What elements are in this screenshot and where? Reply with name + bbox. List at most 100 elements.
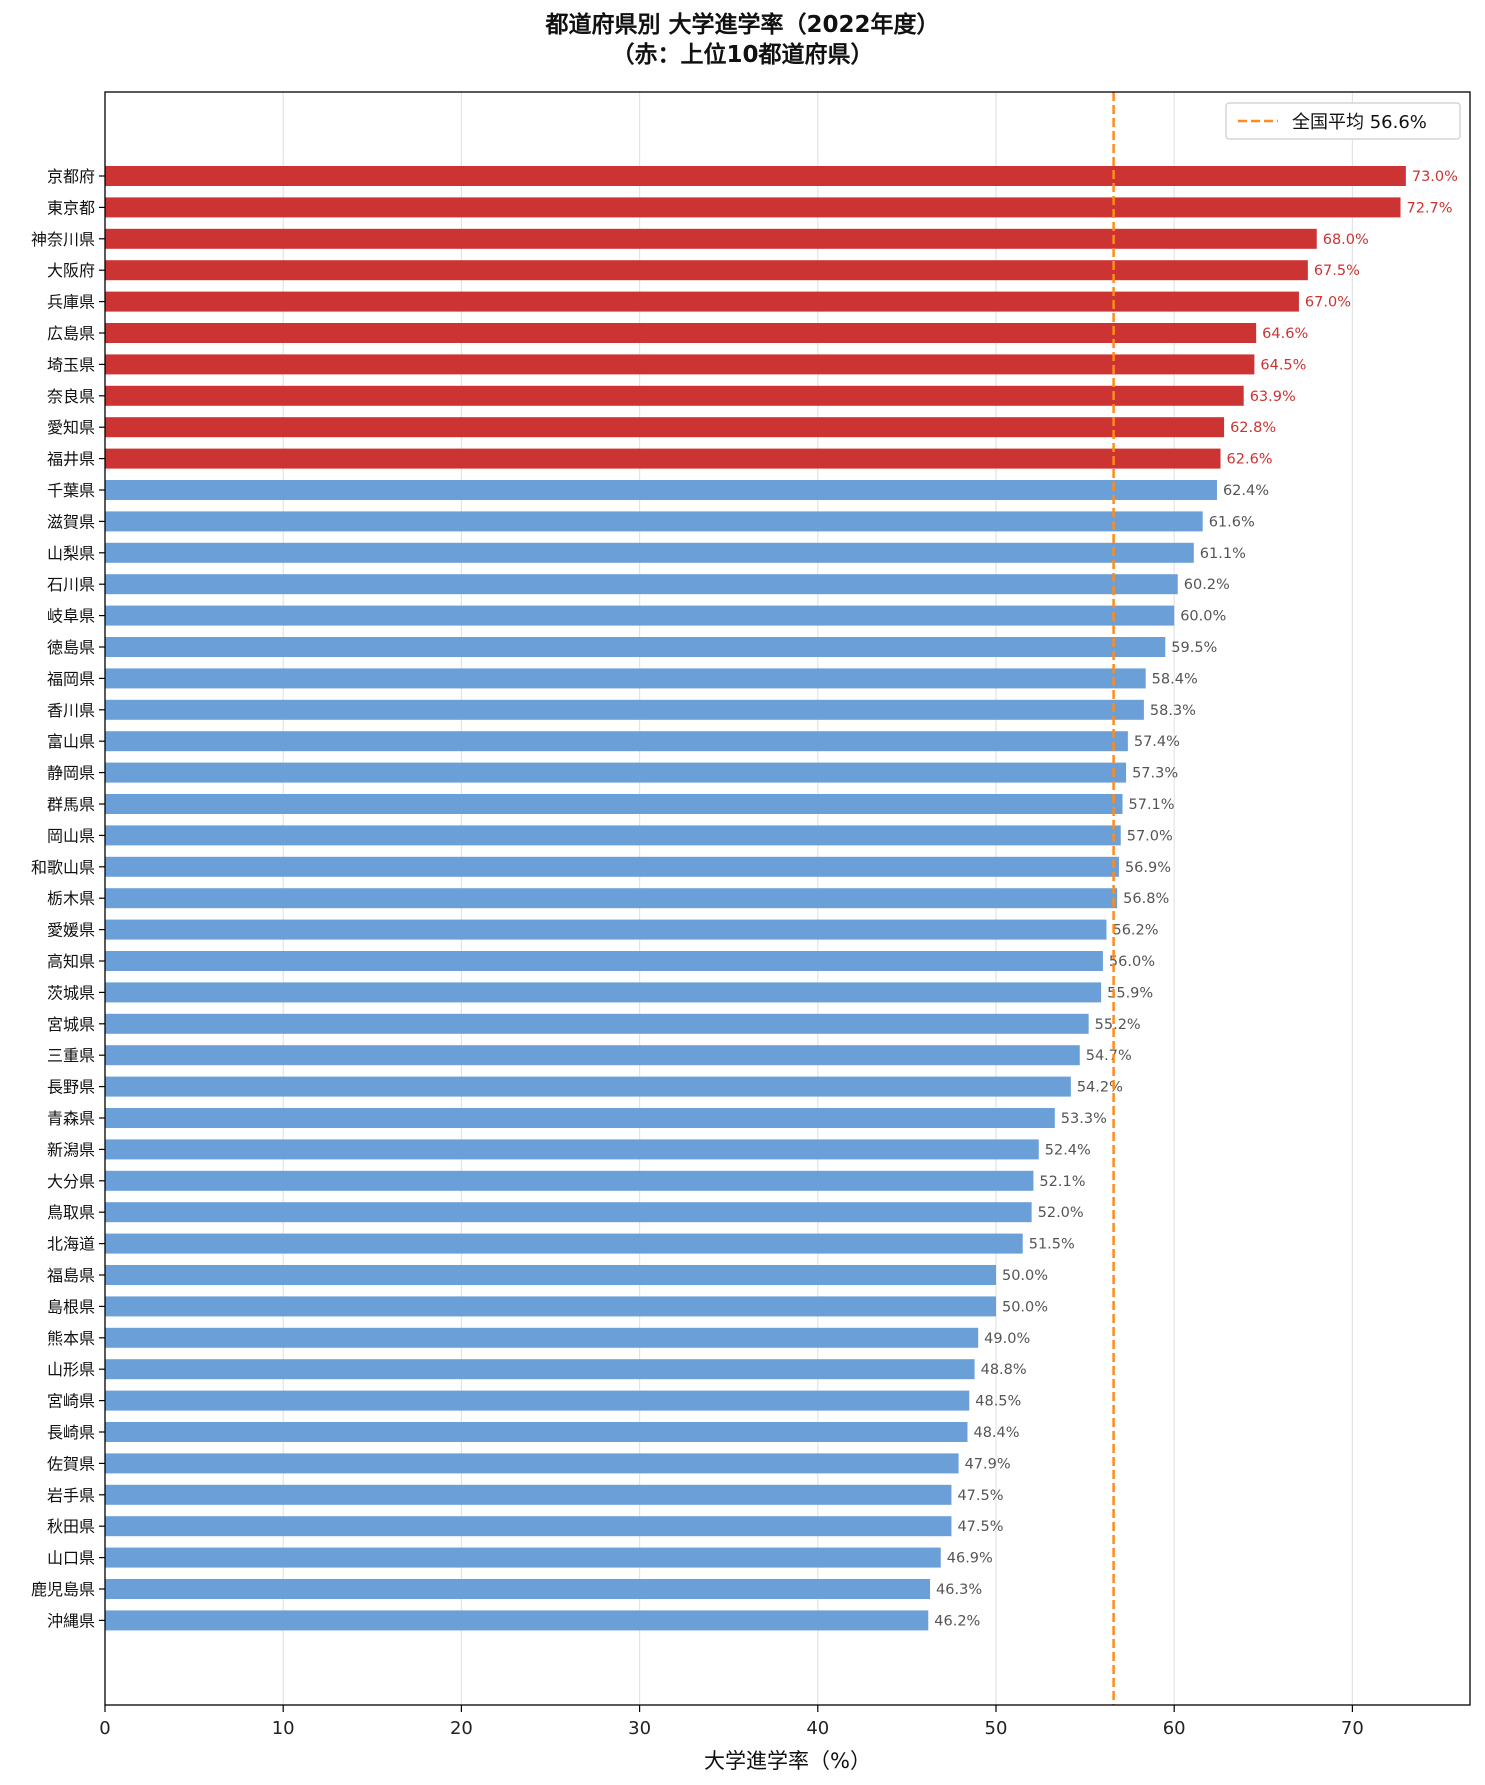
- bar: [105, 574, 1178, 595]
- bar: [105, 228, 1317, 249]
- bar: [105, 605, 1175, 626]
- value-label: 47.5%: [957, 1488, 1003, 1504]
- value-label: 46.3%: [936, 1582, 982, 1598]
- category-label: 鳥取県: [47, 1203, 95, 1222]
- bar: [105, 1045, 1080, 1066]
- bar: [105, 699, 1144, 720]
- category-label: 茨城県: [47, 983, 95, 1002]
- value-label: 59.5%: [1171, 640, 1217, 656]
- value-label: 62.6%: [1227, 452, 1273, 468]
- value-label: 50.0%: [1002, 1299, 1048, 1315]
- x-axis-label: 大学進学率（%）: [704, 1749, 871, 1773]
- bar: [105, 260, 1308, 281]
- bar: [105, 542, 1194, 563]
- value-label: 56.8%: [1123, 891, 1169, 907]
- x-tick-label: 50: [985, 1718, 1008, 1739]
- value-label: 72.7%: [1407, 200, 1453, 216]
- category-label: 広島県: [47, 324, 95, 343]
- bar: [105, 1265, 996, 1285]
- value-label: 56.9%: [1125, 860, 1171, 876]
- category-label: 宮崎県: [47, 1392, 95, 1411]
- value-label: 48.4%: [973, 1425, 1019, 1441]
- category-label: 京都府: [47, 167, 95, 186]
- bar: [105, 417, 1225, 438]
- category-label: 兵庫県: [47, 293, 95, 312]
- bars: [105, 166, 1406, 1631]
- legend-label: 全国平均 56.6%: [1292, 112, 1427, 133]
- value-label: 49.0%: [984, 1331, 1030, 1347]
- category-label: 宮城県: [47, 1015, 95, 1034]
- category-label: 大分県: [47, 1172, 95, 1191]
- bar: [105, 1202, 1032, 1223]
- bar: [105, 511, 1203, 532]
- value-label: 52.0%: [1038, 1205, 1084, 1221]
- bar: [105, 888, 1118, 909]
- category-label: 神奈川県: [31, 230, 95, 249]
- category-label: 岐阜県: [47, 607, 95, 626]
- bar: [105, 731, 1128, 752]
- value-label: 50.0%: [1002, 1268, 1048, 1284]
- bar: [105, 762, 1127, 783]
- bar: [105, 323, 1257, 343]
- bar: [105, 385, 1244, 406]
- category-label: 沖縄県: [47, 1611, 95, 1630]
- category-label: 愛媛県: [47, 921, 95, 940]
- category-label: 香川県: [47, 701, 95, 720]
- value-label: 61.1%: [1200, 546, 1246, 562]
- bar: [105, 354, 1255, 375]
- bar: [105, 480, 1217, 500]
- value-label: 54.2%: [1077, 1080, 1123, 1096]
- bar: [105, 1139, 1039, 1160]
- bar: [105, 1327, 979, 1348]
- category-label: 高知県: [47, 952, 95, 971]
- legend-box: [1225, 102, 1461, 140]
- category-label: 長野県: [47, 1078, 95, 1097]
- bar: [105, 1296, 996, 1317]
- bar: [105, 637, 1166, 657]
- category-label: 群馬県: [47, 795, 95, 814]
- value-label: 56.0%: [1109, 954, 1155, 970]
- value-label: 48.5%: [975, 1394, 1021, 1410]
- bar: [105, 197, 1401, 218]
- value-label: 57.3%: [1132, 766, 1178, 782]
- bar: [105, 448, 1221, 469]
- category-labels: 京都府東京都神奈川県大阪府兵庫県広島県埼玉県奈良県愛知県福井県千葉県滋賀県山梨県…: [31, 167, 105, 1630]
- bar: [105, 1359, 975, 1380]
- category-label: 愛知県: [47, 418, 95, 437]
- value-label: 52.4%: [1045, 1142, 1091, 1158]
- category-label: 埼玉県: [47, 355, 95, 374]
- bar: [105, 1484, 952, 1505]
- category-label: 青森県: [47, 1109, 95, 1128]
- x-tick-label: 0: [99, 1718, 110, 1739]
- x-tick-label: 40: [806, 1718, 829, 1739]
- category-label: 東京都: [47, 198, 95, 217]
- category-label: 熊本県: [47, 1329, 95, 1348]
- bar: [105, 1076, 1071, 1097]
- bar: [105, 1610, 929, 1631]
- category-label: 福井県: [47, 450, 95, 469]
- bar: [105, 794, 1123, 814]
- bar: [105, 919, 1107, 940]
- bar: [105, 1453, 959, 1474]
- value-label: 46.9%: [947, 1551, 993, 1567]
- category-label: 島根県: [47, 1297, 95, 1316]
- category-label: 山口県: [47, 1549, 95, 1568]
- legend: 全国平均 56.6%: [1225, 102, 1461, 140]
- value-label: 57.0%: [1127, 828, 1173, 844]
- value-label: 58.3%: [1150, 703, 1196, 719]
- category-label: 長崎県: [47, 1423, 95, 1442]
- category-label: 富山県: [47, 732, 95, 751]
- value-label: 55.9%: [1107, 985, 1153, 1001]
- value-label: 55.2%: [1095, 1017, 1141, 1033]
- chart-title: 都道府県別 大学進学率（2022年度） （赤：上位10都道府県）: [0, 10, 1485, 70]
- value-label: 63.9%: [1250, 389, 1296, 405]
- x-axis-ticks: 0 10 20 30 40 50 60 70: [99, 1705, 1364, 1739]
- bar: [105, 1516, 952, 1537]
- bar: [105, 856, 1119, 877]
- value-label: 47.5%: [957, 1519, 1003, 1535]
- bar: [105, 1013, 1089, 1034]
- value-label: 67.0%: [1305, 295, 1351, 311]
- value-label: 51.5%: [1029, 1237, 1075, 1253]
- bar: [105, 825, 1121, 846]
- value-label: 73.0%: [1412, 169, 1458, 185]
